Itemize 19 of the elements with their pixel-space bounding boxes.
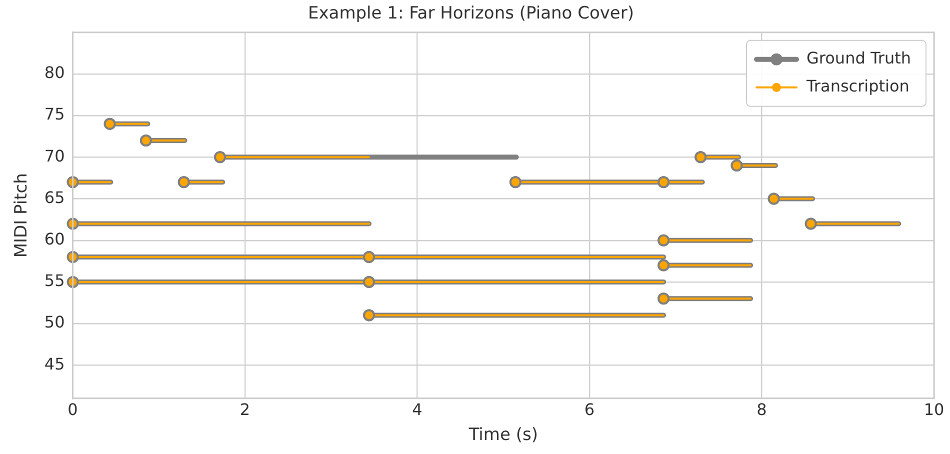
y-tick-label: 80 [44, 63, 65, 82]
x-tick-label: 8 [756, 400, 767, 420]
x-tick-label: 0 [68, 400, 78, 420]
chart-title: Example 1: Far Horizons (Piano Cover) [308, 4, 634, 24]
y-tick-label: 50 [44, 312, 65, 332]
y-tick-label: 55 [44, 271, 65, 290]
y-tick-label: 65 [44, 188, 65, 207]
x-tick-label: 6 [584, 400, 595, 420]
y-axis-title: MIDI Pitch [12, 173, 32, 258]
x-tick-label: 4 [412, 400, 422, 420]
y-tick-label: 75 [44, 104, 65, 124]
x-tick-label: 10 [924, 400, 944, 420]
legend-label: Ground Truth [806, 48, 912, 68]
x-axis-title: Time (s) [468, 425, 538, 446]
legend-label: Transcription [806, 76, 910, 96]
y-tick-label: 60 [44, 230, 65, 249]
y-tick-label: 70 [44, 146, 65, 166]
y-tick-label: 45 [44, 354, 65, 374]
x-tick-label: 2 [240, 400, 250, 420]
